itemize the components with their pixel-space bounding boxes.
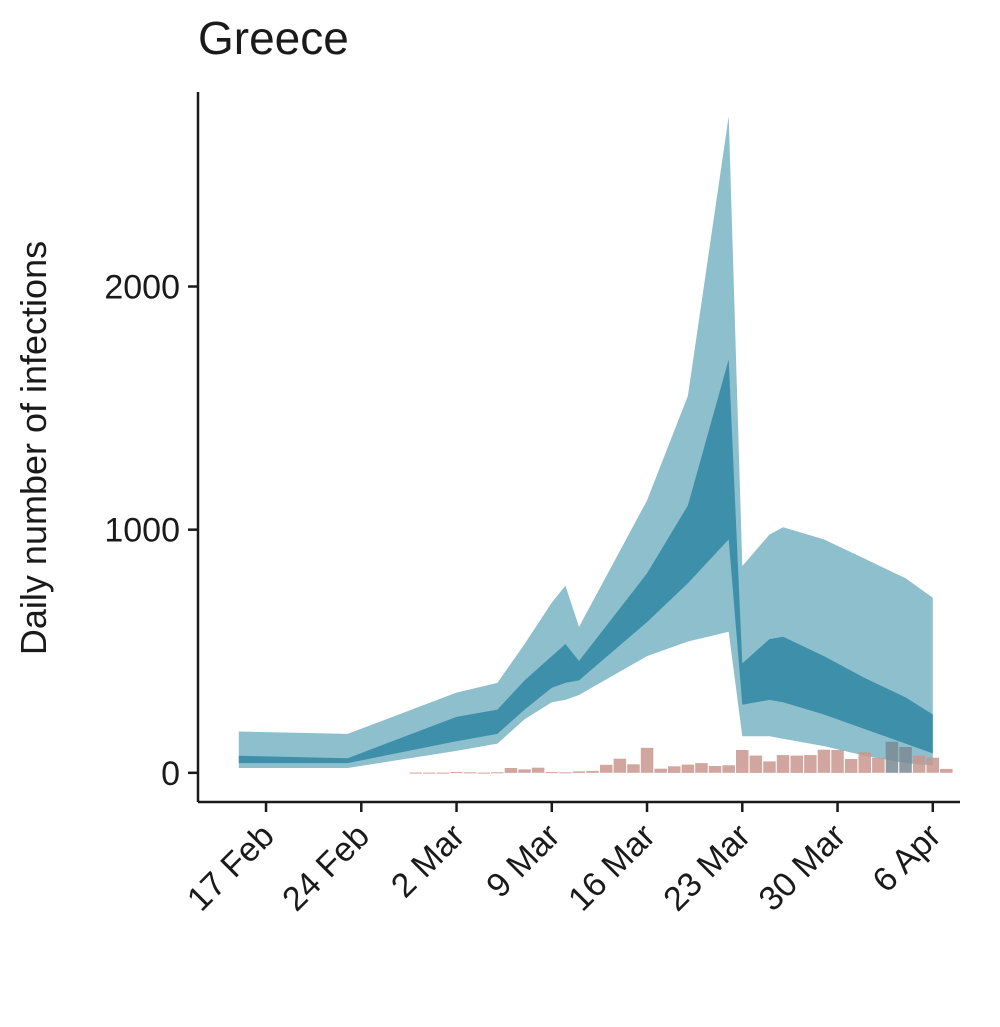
bar-2020-03-08	[531, 767, 545, 773]
bar-2020-04-03	[885, 741, 899, 773]
x-tick-label-2020-04-06: 6 Apr	[865, 817, 948, 900]
x-tick-label-2020-03-30: 30 Mar	[751, 817, 853, 919]
bar-2020-03-28	[804, 755, 817, 773]
bar-2020-03-31	[844, 759, 858, 773]
x-tick-label-2020-03-23: 23 Mar	[656, 817, 758, 919]
bar-2020-03-11	[572, 771, 586, 773]
x-tick-label-2020-02-17: 17 Feb	[180, 817, 282, 919]
bar-2020-03-06	[504, 768, 518, 773]
bar-2020-03-04	[477, 772, 490, 774]
bar-2020-03-14	[613, 758, 627, 773]
bar-2020-04-01	[858, 752, 871, 773]
y-tick-label-0: 0	[161, 755, 180, 793]
bar-2020-03-07	[518, 769, 531, 773]
y-tick-label-1000: 1000	[104, 512, 180, 550]
bar-2020-04-06	[926, 757, 939, 773]
inner-interval-band	[238, 359, 933, 764]
bar-2020-03-17	[654, 768, 667, 773]
bar-2020-03-01	[436, 772, 450, 774]
bar-2020-03-22	[722, 765, 735, 773]
bar-2020-03-25	[763, 761, 776, 773]
bar-2020-03-29	[817, 749, 831, 773]
outer-interval-band	[238, 116, 933, 769]
x-tick-label-2020-03-09: 9 Mar	[479, 817, 567, 905]
bar-2020-03-03	[463, 772, 477, 774]
x-tick-label-2020-03-16: 16 Mar	[561, 817, 663, 919]
observed-bars	[409, 741, 953, 774]
bar-2020-04-04	[899, 747, 912, 773]
bar-2020-03-12	[586, 770, 599, 773]
x-tick-label-2020-03-02: 2 Mar	[384, 817, 472, 905]
bar-2020-04-07	[940, 768, 953, 773]
y-tick-label-2000: 2000	[104, 269, 180, 307]
bar-2020-03-05	[491, 772, 504, 774]
bar-2020-03-15	[627, 764, 640, 773]
bar-2020-03-26	[776, 755, 790, 773]
bar-2020-03-20	[695, 763, 708, 773]
bar-2020-03-18	[668, 766, 681, 773]
bar-2020-03-27	[790, 755, 803, 773]
bar-2020-03-23	[736, 750, 749, 773]
bar-2020-04-05	[912, 755, 926, 773]
x-tick-label-2020-02-24: 24 Feb	[275, 817, 377, 919]
bar-2020-03-30	[831, 750, 844, 773]
chart-title: Greece	[198, 12, 349, 64]
bar-2020-03-21	[708, 766, 722, 773]
bar-2020-03-24	[749, 755, 763, 773]
bar-2020-03-16	[640, 747, 654, 773]
bar-2020-03-02	[450, 772, 463, 774]
bar-2020-03-09	[545, 772, 558, 774]
bar-2020-03-13	[600, 764, 613, 773]
bar-2020-02-28	[409, 772, 422, 774]
bar-2020-04-02	[872, 757, 885, 773]
bar-2020-03-19	[681, 764, 695, 773]
bar-2020-02-29	[423, 772, 436, 774]
interval-bands	[238, 116, 933, 769]
bar-2020-03-10	[559, 772, 572, 774]
y-axis-label: Daily number of infections	[13, 241, 54, 655]
